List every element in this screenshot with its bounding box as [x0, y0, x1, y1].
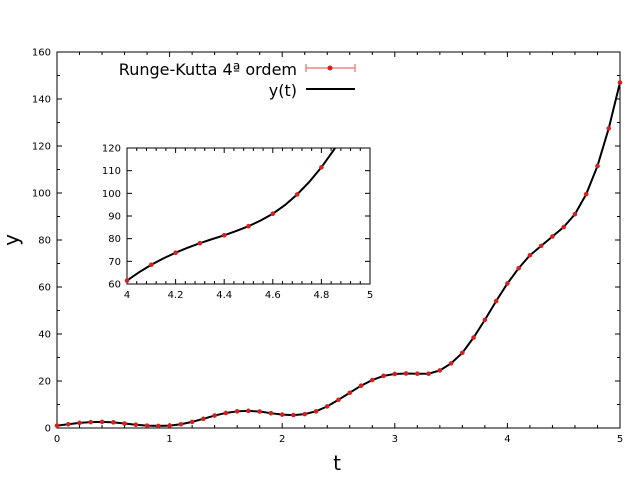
rk4-point [313, 409, 319, 414]
main-x-tick-label: 2 [279, 434, 285, 445]
main-y-tick-label: 160 [32, 48, 51, 59]
inset-rk4-point [221, 232, 227, 238]
rk4-point [437, 368, 443, 373]
inset-y-tick-label: 60 [108, 280, 121, 291]
inset-x-tick-label: 4.4 [216, 290, 232, 301]
rk4-point [583, 191, 589, 197]
legend: Runge-Kutta 4ª ordem y(t) [119, 60, 356, 100]
inset-series-line-exact [127, 148, 337, 282]
rk4-point [426, 371, 431, 377]
rk4-point [448, 361, 454, 366]
rk4-point [516, 265, 521, 271]
main-y-tick-label: 120 [32, 142, 51, 153]
inset-y-tick-label: 70 [108, 257, 121, 268]
inset-plot-area: 4 4.2 4.4 4.6 4.8 5 60 70 80 90 100 110 120 [102, 144, 373, 302]
inset-y-tick-label: 110 [102, 166, 121, 177]
rk4-point [550, 234, 555, 239]
main-x-tick-label: 3 [392, 434, 398, 445]
main-y-tick-label: 100 [32, 189, 51, 200]
rk4-point [302, 411, 308, 417]
legend-label-rk4: Runge-Kutta 4ª ordem [119, 60, 297, 79]
inset-background [127, 148, 370, 284]
main-y-tick-label: 40 [38, 330, 51, 341]
inset-x-tick-label: 4 [124, 290, 130, 301]
inset-x-tick-label: 4.2 [168, 290, 184, 301]
legend-marker-rk4 [327, 65, 333, 71]
inset-rk4-point [319, 164, 324, 170]
rk4-point [572, 211, 578, 217]
rk4-point [505, 281, 510, 286]
rk4-point [493, 298, 499, 304]
rk4-point [460, 350, 465, 356]
rk4-point [156, 423, 161, 429]
inset-y-tick-label: 100 [102, 189, 121, 200]
rk4-point [279, 412, 285, 417]
inset-y-tick-label: 90 [108, 212, 121, 223]
rk4-point [268, 410, 274, 416]
inset-rk4-point [124, 278, 130, 283]
inset-x-tick-label: 5 [367, 290, 373, 301]
rk4-point [167, 423, 172, 428]
rk4-point [358, 383, 364, 389]
rk4-point [617, 80, 623, 85]
rk4-point [54, 423, 60, 428]
rk4-point [223, 410, 229, 416]
rk4-point [178, 421, 184, 427]
rk4-point [403, 371, 409, 376]
rk4-point [561, 224, 566, 230]
rk4-point [482, 317, 488, 323]
rk4-point [201, 416, 206, 422]
inset-y-tick-label: 80 [108, 234, 121, 245]
rk4-point [336, 397, 341, 403]
rk4-point [291, 412, 296, 418]
rk4-point [189, 419, 195, 425]
rk4-point [381, 373, 386, 379]
main-y-tick-label: 60 [38, 283, 51, 294]
rk4-point [324, 404, 330, 409]
rk4-point [471, 335, 476, 340]
rk4-point [111, 420, 116, 425]
rk4-point [538, 243, 544, 249]
rk4-point [392, 371, 398, 377]
rk4-point [527, 252, 533, 258]
rk4-point [257, 409, 262, 414]
rk4-point [212, 413, 217, 418]
x-axis-title: t [333, 451, 341, 475]
main-x-tick-label: 1 [166, 434, 172, 445]
main-x-tick-label: 5 [617, 434, 623, 445]
rk4-point [77, 420, 82, 426]
main-y-tick-label: 80 [38, 236, 51, 247]
rk4-point [369, 377, 375, 383]
rk4-point [347, 390, 353, 396]
rk4-point [88, 419, 94, 425]
rk4-point [606, 126, 612, 131]
rk4-point [246, 408, 251, 414]
rk4-point [122, 421, 127, 426]
main-x-tick-label: 0 [54, 434, 60, 445]
main-y-tick-label: 140 [32, 95, 51, 106]
inset-rk4-point [270, 211, 276, 217]
main-y-tick-label: 0 [45, 424, 51, 435]
legend-label-exact: y(t) [269, 81, 297, 100]
inset-x-tick-label: 4.6 [265, 290, 281, 301]
inset-rk4-point [294, 192, 300, 197]
inset-rk4-point [149, 262, 154, 268]
rk4-point [65, 421, 71, 427]
inset-rk4-point [173, 250, 178, 256]
rk4-point [133, 422, 139, 428]
rk4-point [415, 371, 420, 377]
main-plot-area: 0 1 2 3 4 5 0 20 40 60 80 100 120 140 160 [32, 48, 623, 446]
inset-x-tick-label: 4.8 [313, 290, 329, 301]
inset-y-tick-label: 120 [102, 144, 121, 155]
rk4-point [595, 163, 600, 169]
rk4-point [144, 423, 150, 428]
y-axis-title: y [0, 234, 23, 246]
inset-rk4-point [246, 223, 251, 229]
main-y-tick-label: 20 [38, 377, 51, 388]
main-x-tick-label: 4 [504, 434, 510, 445]
rk4-point [234, 409, 240, 414]
rk4-point [99, 419, 105, 425]
inset-rk4-point [197, 240, 203, 246]
